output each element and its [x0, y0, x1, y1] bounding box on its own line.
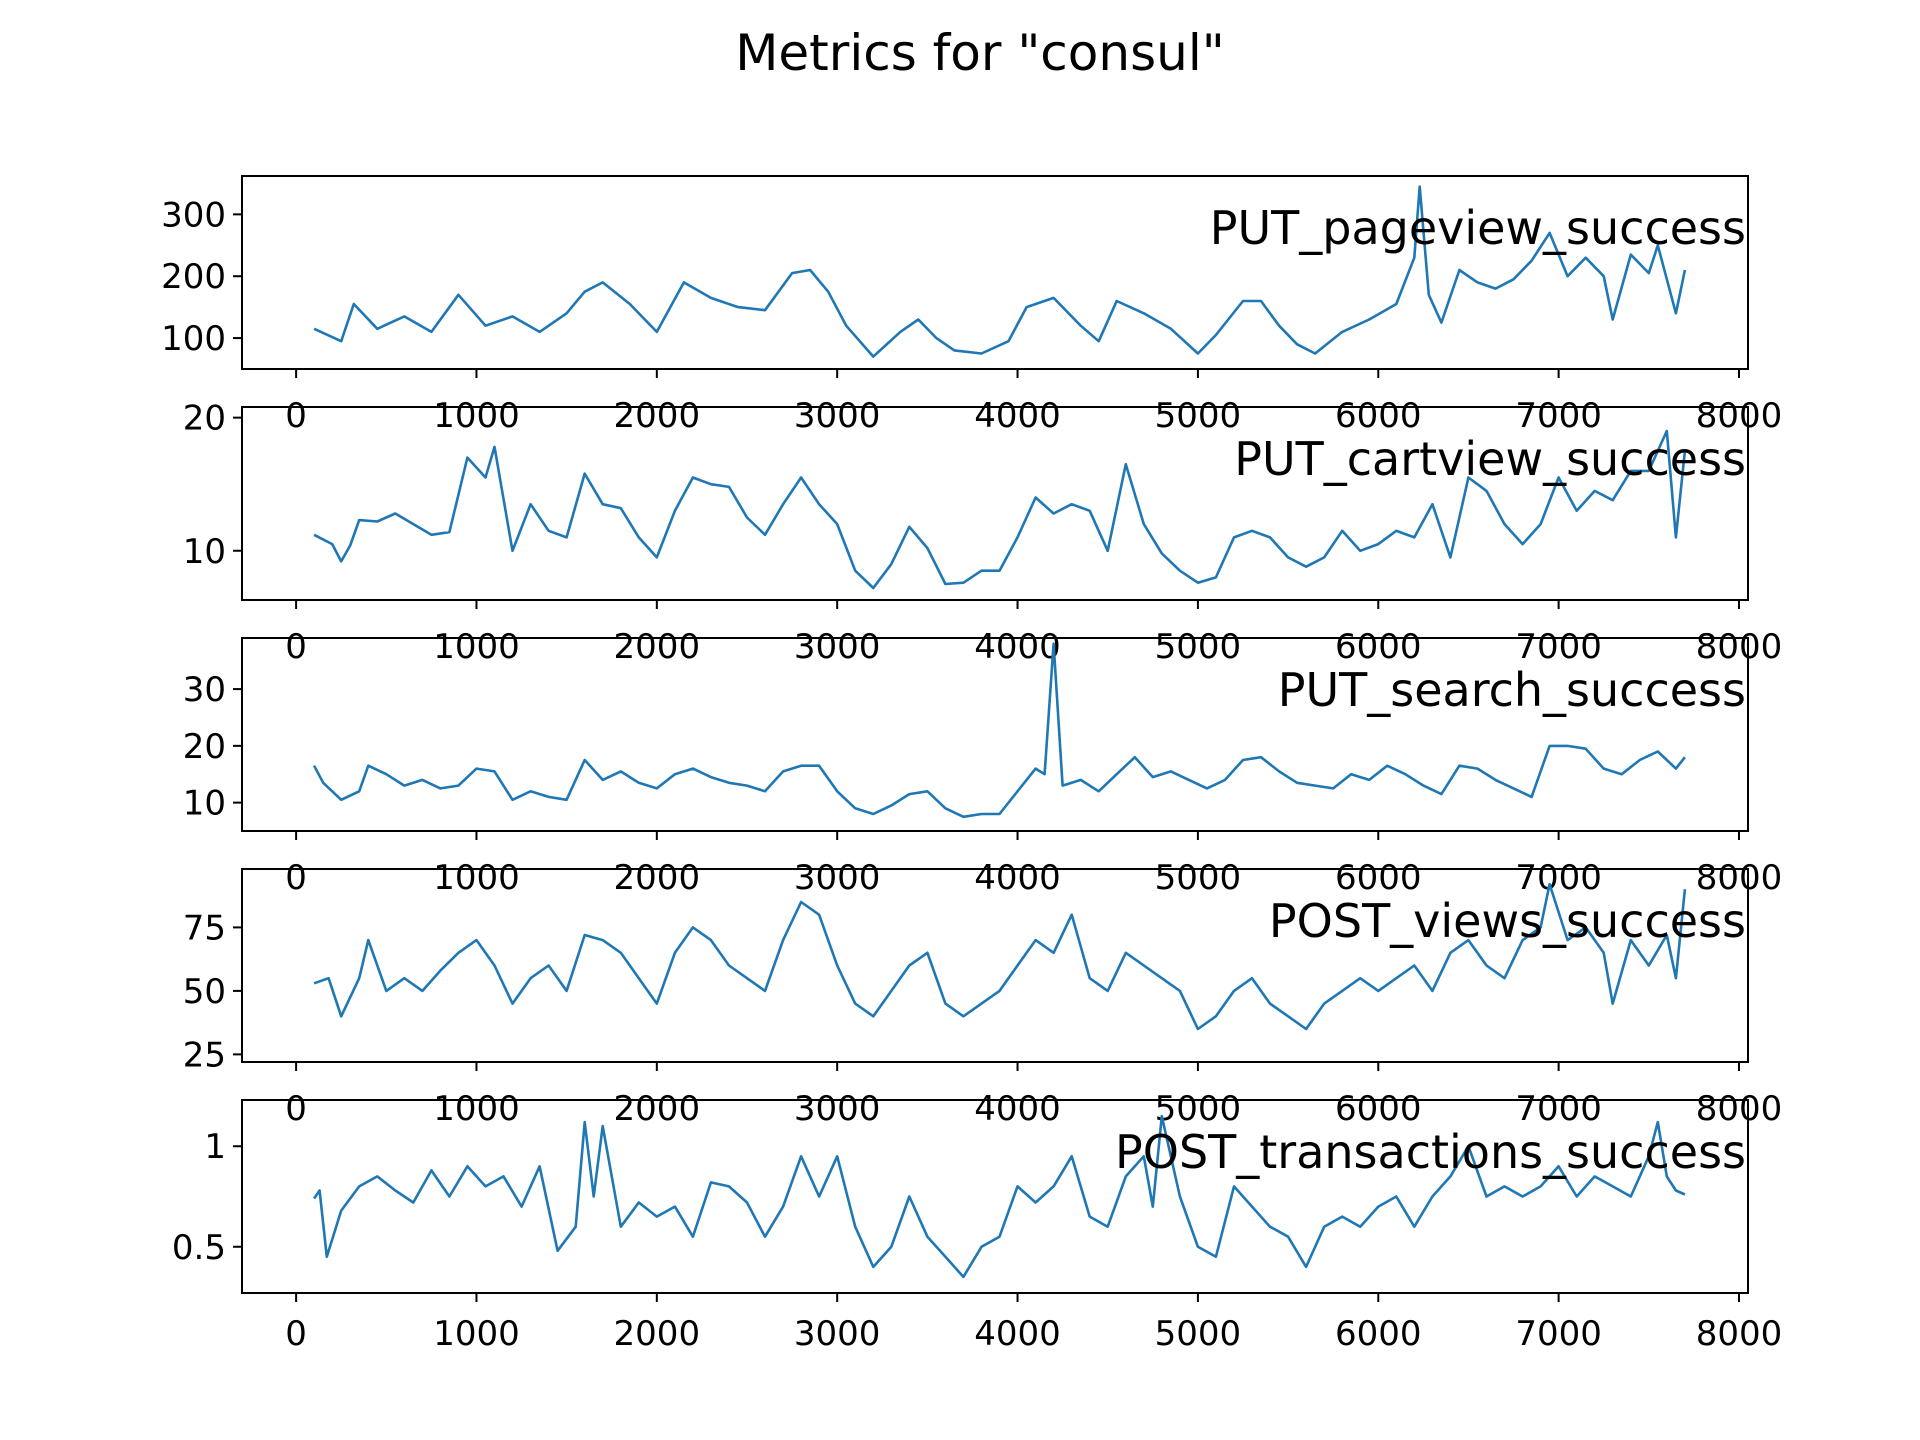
series-line-4	[313, 882, 1687, 1031]
figure-title: Metrics for "consul"	[735, 24, 1224, 82]
y-tick-label: 75	[183, 908, 226, 948]
panel-label: POST_views_success	[1269, 894, 1746, 948]
x-tick-label: 5000	[1155, 627, 1242, 667]
x-tick-label: 3000	[794, 396, 881, 436]
x-tick-label: 0	[285, 396, 307, 436]
panel-label: PUT_cartview_success	[1234, 432, 1746, 486]
x-tick-label: 1000	[433, 1089, 520, 1129]
x-tick-label: 4000	[974, 858, 1061, 898]
x-tick-label: 5000	[1155, 1089, 1242, 1129]
x-tick-label: 1000	[433, 858, 520, 898]
x-tick-label: 7000	[1515, 1089, 1602, 1129]
x-tick-label: 1000	[433, 396, 520, 436]
x-tick-label: 6000	[1335, 627, 1422, 667]
series-line-3	[312, 642, 1686, 819]
x-tick-label: 4000	[974, 1314, 1061, 1354]
y-tick-label: 20	[183, 727, 226, 767]
x-tick-label: 0	[285, 627, 307, 667]
y-tick-label: 1	[204, 1127, 226, 1167]
x-tick-label: 8000	[1696, 396, 1783, 436]
x-tick-label: 1000	[433, 1314, 520, 1354]
x-tick-label: 0	[285, 858, 307, 898]
x-tick-label: 3000	[794, 1314, 881, 1354]
axes-frame	[241, 1099, 1749, 1294]
x-tick-label: 7000	[1515, 396, 1602, 436]
x-tick-label: 2000	[614, 627, 701, 667]
x-tick-label: 0	[285, 1089, 307, 1129]
y-tick-label: 200	[161, 257, 226, 297]
axes-frame	[241, 637, 1749, 832]
x-tick-label: 6000	[1335, 396, 1422, 436]
x-tick-label: 2000	[614, 1089, 701, 1129]
x-tick-label: 3000	[794, 1089, 881, 1129]
x-tick-label: 5000	[1155, 1314, 1242, 1354]
x-tick-label: 8000	[1696, 1089, 1783, 1129]
x-tick-label: 3000	[794, 858, 881, 898]
y-tick-label: 100	[161, 319, 226, 359]
x-tick-label: 2000	[614, 858, 701, 898]
x-tick-label: 8000	[1696, 858, 1783, 898]
y-tick-label: 30	[183, 670, 226, 710]
y-tick-label: 10	[183, 784, 226, 824]
series-line-2	[313, 429, 1687, 590]
subplot-3: 10 20 30	[183, 637, 1749, 840]
x-tick-label: 7000	[1515, 627, 1602, 667]
y-tick-label: 25	[183, 1035, 226, 1075]
subplot-1: 100 200 300	[161, 175, 1749, 378]
subplot-5: 0.51	[172, 1099, 1749, 1302]
panel-label: PUT_pageview_success	[1210, 201, 1746, 255]
series-line-1	[313, 185, 1687, 358]
x-tick-label: 6000	[1335, 1314, 1422, 1354]
x-tick-label: 6000	[1335, 1089, 1422, 1129]
x-tick-label: 4000	[974, 396, 1061, 436]
x-tick-label: 7000	[1515, 1314, 1602, 1354]
x-tick-label: 7000	[1515, 858, 1602, 898]
x-tick-label: 8000	[1696, 627, 1783, 667]
axes-frame	[241, 175, 1749, 370]
panel-label: PUT_search_success	[1278, 663, 1746, 717]
axes-frame	[241, 868, 1749, 1063]
x-tick-label: 0	[285, 1314, 307, 1354]
y-tick-label: 20	[183, 399, 226, 439]
y-tick-label: 50	[183, 972, 226, 1012]
y-tick-label: 10	[183, 532, 226, 572]
x-tick-label: 2000	[614, 1314, 701, 1354]
x-tick-label: 2000	[614, 396, 701, 436]
subplot-2: 10 20	[183, 399, 1749, 609]
x-tick-label: 8000	[1696, 1314, 1783, 1354]
x-tick-label: 4000	[974, 1089, 1061, 1129]
x-tick-label: 5000	[1155, 396, 1242, 436]
x-tick-label: 1000	[433, 627, 520, 667]
x-tick-label: 3000	[794, 627, 881, 667]
y-tick-label: 0.5	[172, 1228, 226, 1268]
x-tick-label: 6000	[1335, 858, 1422, 898]
x-tick-label: 5000	[1155, 858, 1242, 898]
y-tick-label: 300	[161, 195, 226, 235]
subplot-4: 25 50 75	[183, 868, 1749, 1075]
series-line-5	[313, 1114, 1686, 1279]
x-tick-label: 4000	[974, 627, 1061, 667]
panel-label: POST_transactions_success	[1115, 1125, 1746, 1179]
axes-frame	[241, 406, 1749, 601]
